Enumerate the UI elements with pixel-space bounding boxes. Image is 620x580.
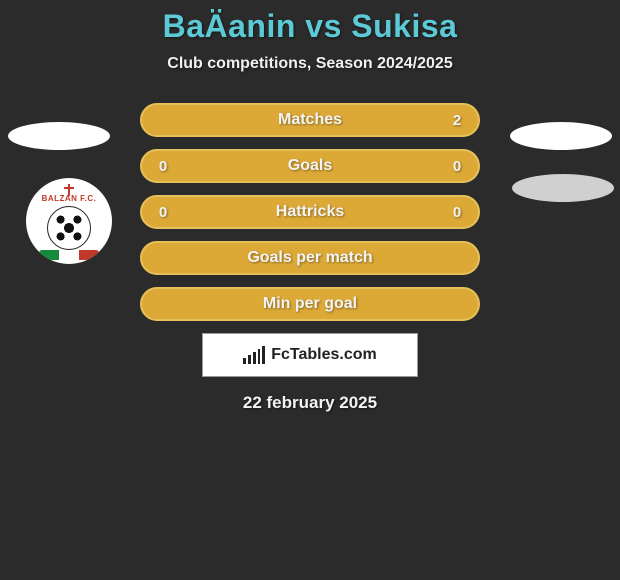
stat-row-matches: Matches 2 bbox=[140, 103, 480, 137]
stat-row-min-per-goal: Min per goal bbox=[140, 287, 480, 321]
source-badge[interactable]: FcTables.com bbox=[202, 333, 418, 377]
subtitle: Club competitions, Season 2024/2025 bbox=[0, 55, 620, 73]
date-label: 22 february 2025 bbox=[0, 393, 620, 413]
club-right-placeholder-icon bbox=[512, 174, 614, 202]
page-title: BaÄanin vs Sukisa bbox=[0, 8, 620, 45]
stat-left-value: 0 bbox=[156, 158, 170, 175]
stat-right-value: 2 bbox=[450, 112, 464, 129]
stat-label: Min per goal bbox=[263, 295, 357, 313]
source-badge-label: FcTables.com bbox=[271, 346, 377, 364]
stat-right-value: 0 bbox=[450, 204, 464, 221]
flag-stripes-icon bbox=[39, 250, 99, 260]
stat-label: Matches bbox=[278, 111, 342, 129]
stat-label: Hattricks bbox=[276, 203, 344, 221]
bar-chart-icon bbox=[243, 346, 265, 364]
stat-label: Goals per match bbox=[247, 249, 372, 267]
club-left-badge: BALZAN F.C. bbox=[26, 178, 112, 264]
football-icon bbox=[47, 206, 91, 250]
stat-right-value: 0 bbox=[450, 158, 464, 175]
player-right-placeholder-icon bbox=[510, 122, 612, 150]
stats-list: Matches 2 0 Goals 0 0 Hattricks 0 Goals … bbox=[140, 103, 480, 321]
stat-row-goals-per-match: Goals per match bbox=[140, 241, 480, 275]
player-left-placeholder-icon bbox=[8, 122, 110, 150]
club-name-label: BALZAN F.C. bbox=[42, 194, 97, 203]
stat-row-goals: 0 Goals 0 bbox=[140, 149, 480, 183]
stat-row-hattricks: 0 Hattricks 0 bbox=[140, 195, 480, 229]
stat-label: Goals bbox=[288, 157, 332, 175]
stat-left-value: 0 bbox=[156, 204, 170, 221]
